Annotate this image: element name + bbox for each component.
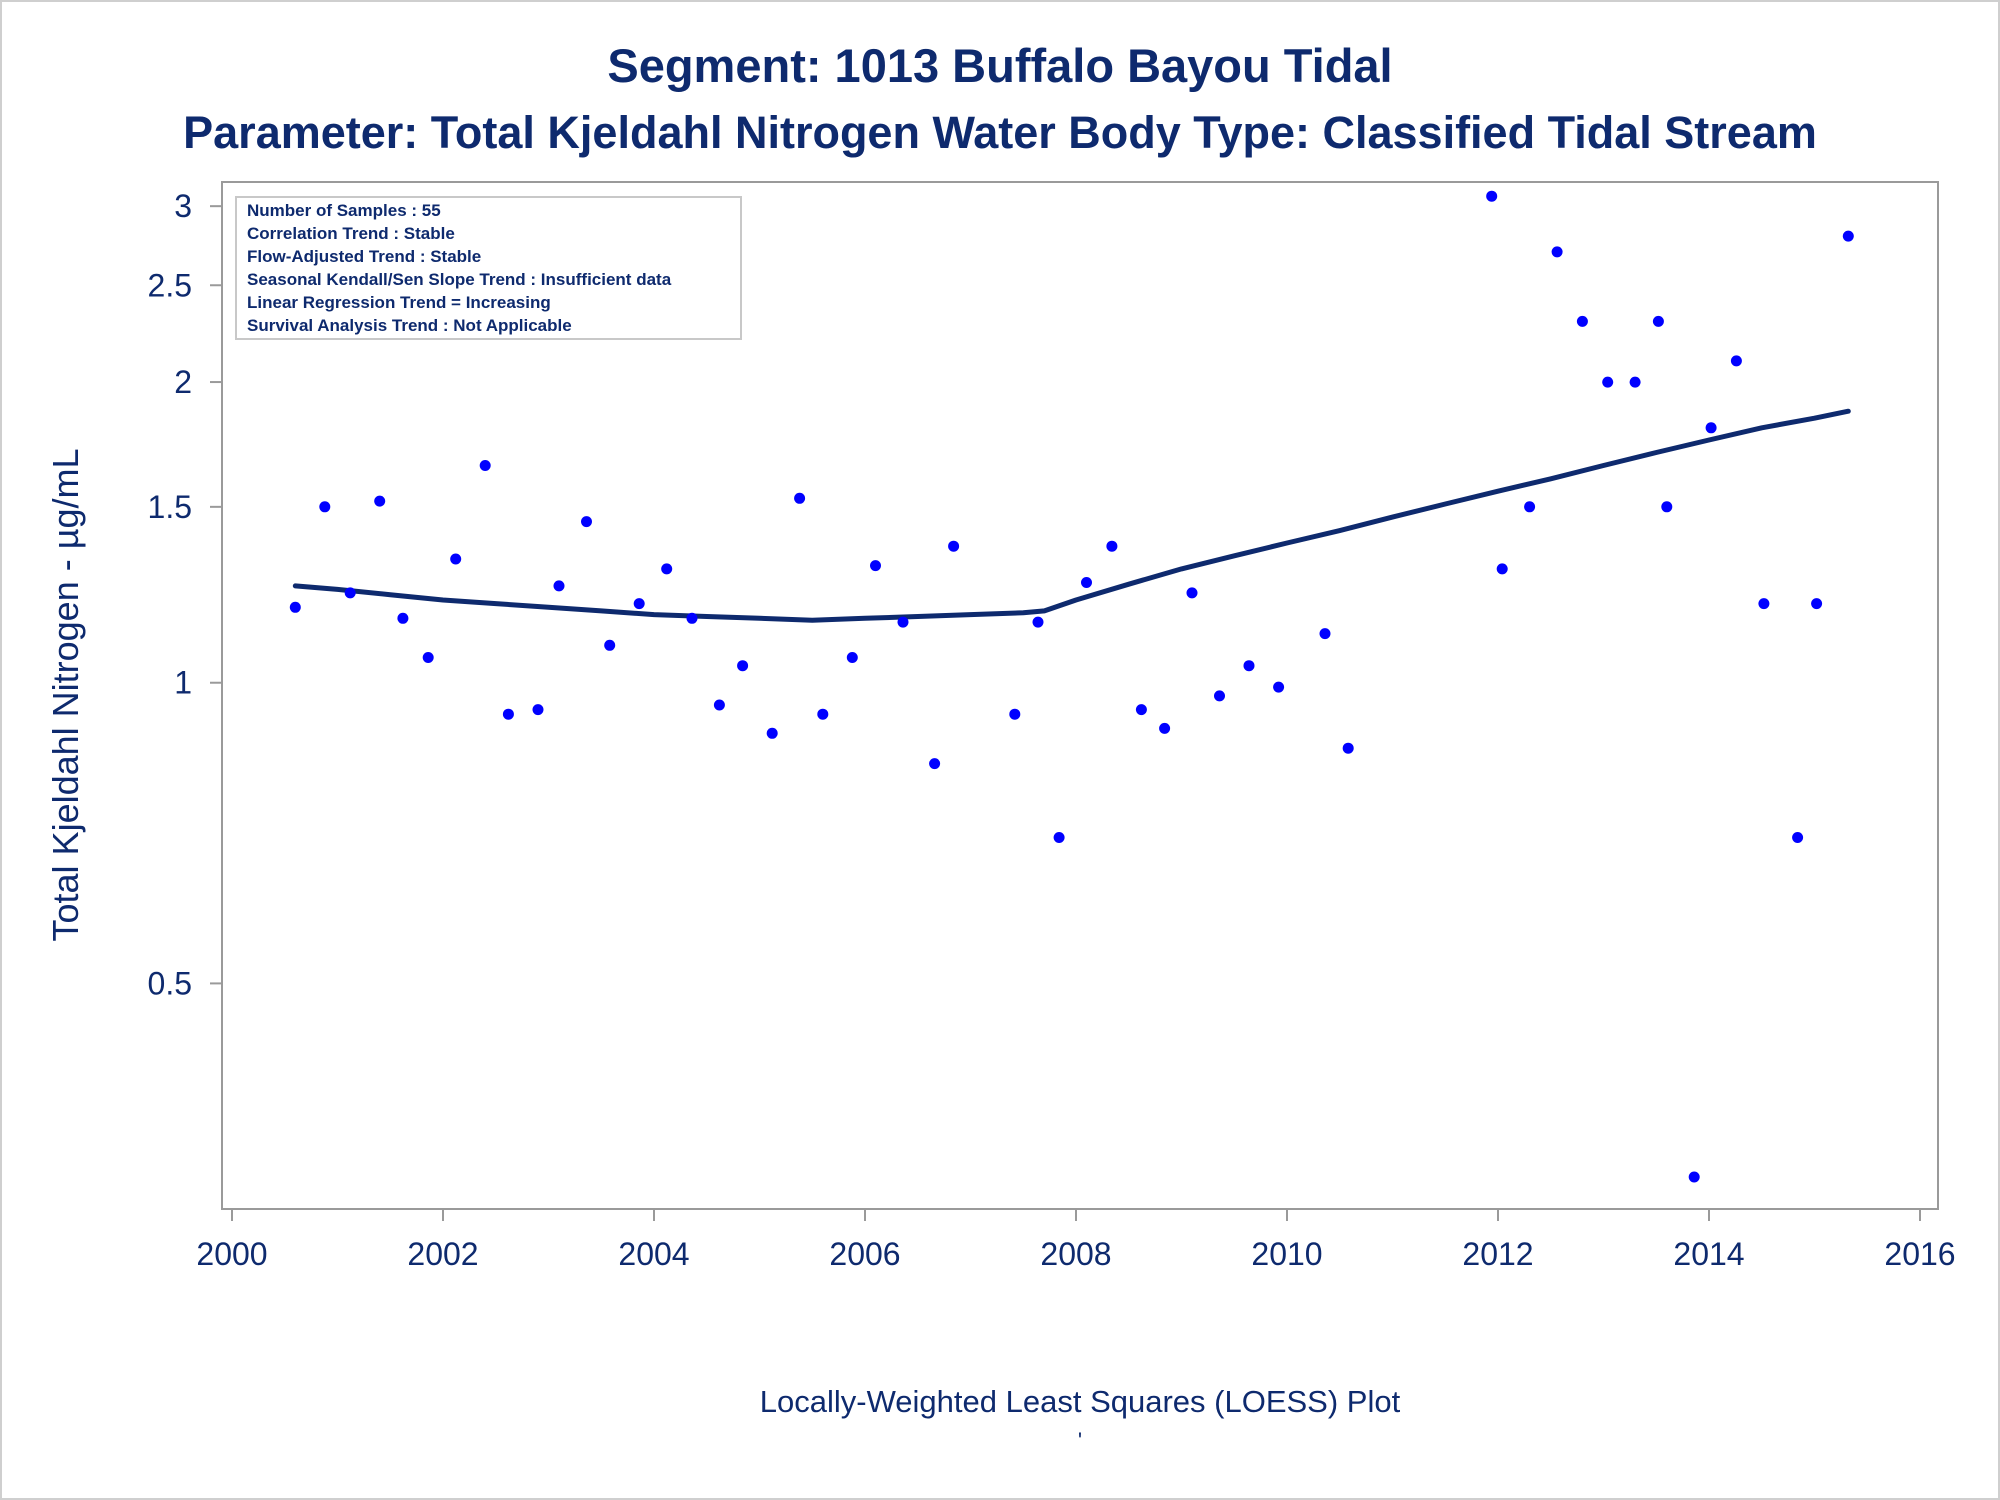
data-point — [1705, 422, 1717, 434]
x-axis: 2000 2002 2004 2006 2008 2010 2012 2014 2016 — [196, 1209, 1956, 1272]
data-point — [1792, 832, 1804, 843]
x-tick-label: 2014 — [1673, 1236, 1744, 1272]
info-line-samples: Number of Samples : 55 — [247, 201, 441, 220]
data-point — [1273, 681, 1285, 693]
data-point — [1842, 230, 1854, 242]
x-tick-label: 2012 — [1462, 1236, 1533, 1272]
data-point — [929, 758, 941, 770]
data-point — [581, 516, 592, 528]
loess-trend-line — [292, 408, 1851, 623]
data-point — [1661, 501, 1673, 513]
info-box: Number of Samples : 55 Correlation Trend… — [235, 196, 742, 340]
x-tick-label: 2000 — [196, 1236, 267, 1272]
y-tick-label: 0.5 — [148, 965, 192, 1001]
data-point — [422, 652, 434, 663]
data-point — [686, 612, 698, 624]
plot-area-frame — [221, 181, 1939, 1210]
data-point — [450, 553, 462, 565]
data-point — [1524, 501, 1536, 513]
data-point — [846, 652, 858, 663]
info-box-border — [235, 196, 742, 340]
data-point — [1081, 577, 1092, 588]
data-point — [1053, 832, 1065, 843]
data-point — [1243, 660, 1255, 672]
data-point — [1186, 587, 1198, 599]
x-tick-label: 2006 — [829, 1236, 900, 1272]
data-point — [794, 492, 806, 504]
data-point — [1106, 540, 1118, 552]
data-point — [397, 612, 409, 624]
x-tick-label: 2002 — [407, 1236, 478, 1272]
x-axis-label: Locally-Weighted Least Squares (LOESS) P… — [760, 1384, 1401, 1419]
data-point — [633, 598, 645, 610]
points-layer — [289, 190, 1854, 1183]
info-line-flow-adjusted: Flow-Adjusted Trend : Stable — [247, 247, 481, 266]
data-point — [737, 660, 749, 672]
data-point — [1602, 376, 1614, 388]
data-point — [1652, 315, 1664, 327]
info-line-seasonal-kendall: Seasonal Kendall/Sen Slope Trend : Insuf… — [247, 270, 672, 289]
data-point — [870, 560, 881, 572]
info-line-linear-regression: Linear Regression Trend = Increasing — [247, 293, 551, 312]
y-tick-label: 1.5 — [148, 489, 192, 525]
data-point — [1342, 742, 1354, 754]
data-point — [897, 616, 909, 628]
data-point — [1009, 708, 1021, 720]
data-point — [1576, 315, 1588, 327]
footnote-mark: ' — [1078, 1428, 1082, 1453]
data-point — [1730, 355, 1742, 367]
info-line-correlation: Correlation Trend : Stable — [247, 224, 455, 243]
data-point — [1811, 598, 1823, 610]
data-point — [1688, 1171, 1700, 1183]
x-tick-label: 2008 — [1040, 1236, 1111, 1272]
data-point — [766, 727, 778, 739]
x-tick-label: 2010 — [1251, 1236, 1322, 1272]
x-tick-label: 2016 — [1884, 1236, 1955, 1272]
x-tick-label: 2004 — [618, 1236, 689, 1272]
data-point — [661, 563, 673, 575]
data-point — [817, 708, 829, 720]
data-point — [374, 495, 386, 507]
data-point — [1135, 704, 1147, 716]
y-tick-label: 2.5 — [148, 267, 192, 303]
y-tick-label: 1 — [174, 665, 192, 701]
data-point — [1319, 628, 1331, 640]
data-point — [1758, 598, 1770, 610]
chart-subtitle: Parameter: Total Kjeldahl Nitrogen Water… — [183, 107, 1817, 158]
y-axis-label: Total Kjeldahl Nitrogen - µg/mL — [45, 449, 86, 942]
data-point — [1629, 376, 1641, 388]
data-point — [502, 708, 514, 720]
data-point — [319, 501, 331, 513]
y-tick-label: 3 — [174, 188, 192, 224]
data-point — [1159, 722, 1171, 734]
data-point — [713, 699, 725, 711]
data-point — [532, 704, 544, 716]
data-point — [344, 587, 356, 599]
data-point — [1486, 190, 1498, 202]
data-point — [604, 639, 616, 651]
loess-layer — [292, 408, 1851, 623]
data-point — [948, 540, 960, 552]
data-point — [1551, 246, 1563, 258]
data-point — [1214, 690, 1225, 702]
info-line-survival-analysis: Survival Analysis Trend : Not Applicable — [247, 316, 572, 335]
data-point — [289, 601, 301, 613]
data-point — [553, 580, 565, 592]
data-point — [1032, 616, 1044, 628]
data-point — [1496, 563, 1508, 575]
data-point — [479, 460, 491, 471]
chart-title: Segment: 1013 Buffalo Bayou Tidal — [607, 39, 1392, 92]
y-tick-label: 2 — [174, 364, 192, 400]
y-axis: 0.5 1 1.5 2 2.5 3 — [148, 188, 222, 1001]
